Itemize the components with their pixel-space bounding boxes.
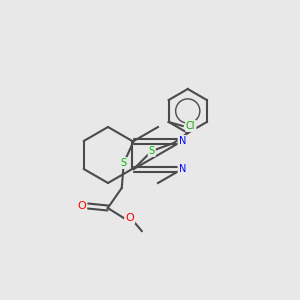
Text: Cl: Cl [186,121,195,131]
Text: N: N [178,136,186,146]
Text: O: O [125,213,134,223]
Text: O: O [77,201,86,211]
Text: N: N [178,164,186,174]
Text: S: S [149,146,155,156]
Text: S: S [121,158,127,168]
